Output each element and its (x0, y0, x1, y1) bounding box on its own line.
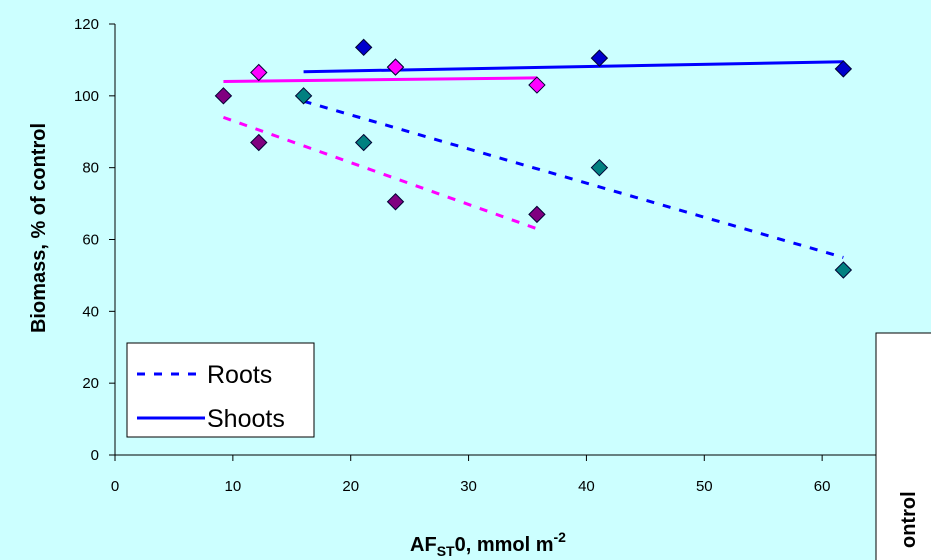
data-markers (214, 38, 853, 279)
data-point (214, 87, 233, 105)
x-axis-title-rest: 0, mmol m (455, 534, 554, 556)
data-point (354, 133, 373, 152)
data-point (386, 58, 405, 76)
y-tick-label: 120 (74, 16, 99, 33)
overlapping-chart-panel: ontrol (875, 332, 931, 560)
x-tick-label: 20 (342, 478, 359, 495)
x-tick-label: 40 (578, 478, 595, 495)
x-tick-label: 0 (111, 478, 119, 495)
axes: 0 10 20 30 40 50 60 0 20 40 60 80 100 120 (74, 16, 931, 495)
x-axis-title: AFST0, mmol m-2 (410, 529, 566, 559)
data-point (528, 76, 546, 94)
legend: Roots Shoots (126, 342, 315, 438)
x-axis-title-main: AF (410, 534, 437, 556)
y-tick-label: 40 (82, 303, 99, 320)
trendline-solid (223, 76, 537, 83)
x-axis-title-sup: -2 (554, 529, 567, 545)
data-point (250, 133, 268, 152)
data-point (590, 49, 609, 67)
data-point (590, 158, 609, 177)
y-tick-label: 0 (91, 447, 99, 464)
y-tick-label: 60 (82, 232, 99, 249)
y-tick-label: 80 (82, 160, 99, 177)
trendline-dashed (222, 115, 538, 231)
data-point (834, 60, 853, 78)
y-tick-label: 100 (74, 88, 99, 105)
x-tick-label: 10 (225, 478, 242, 495)
x-tick-label: 50 (696, 478, 713, 495)
x-tick-label: 60 (814, 478, 831, 495)
data-point (250, 63, 268, 82)
x-axis-title-sub: ST (437, 543, 455, 559)
data-point (294, 87, 313, 105)
overlapping-chart-ylabel: ontrol (898, 491, 920, 548)
data-point (386, 193, 405, 211)
legend-box (126, 342, 315, 438)
y-tick-label: 20 (82, 375, 99, 392)
y-axis-title: Biomass, % of control (28, 123, 50, 333)
data-point (834, 261, 853, 279)
legend-shoots-label: Shoots (207, 405, 285, 433)
x-tick-label: 30 (460, 478, 477, 495)
legend-roots-label: Roots (207, 361, 272, 389)
data-point (354, 38, 373, 57)
data-point (528, 205, 546, 224)
overlapping-chart-background (875, 332, 931, 560)
